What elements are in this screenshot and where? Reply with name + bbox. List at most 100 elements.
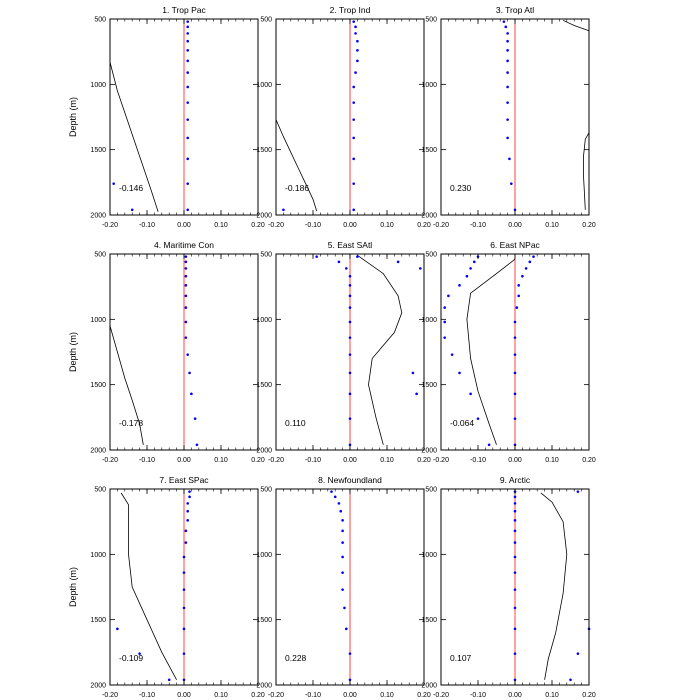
data-point bbox=[333, 495, 337, 499]
data-point bbox=[348, 392, 352, 396]
data-point bbox=[184, 529, 188, 533]
data-point bbox=[521, 274, 524, 278]
x-tick-label: 0.10 bbox=[545, 457, 559, 464]
x-tick-label: 0.00 bbox=[343, 222, 357, 229]
panel-stat: -0.146 bbox=[119, 183, 143, 193]
x-tick-label: -0.10 bbox=[305, 692, 321, 699]
profile-line bbox=[540, 492, 568, 680]
data-point bbox=[513, 678, 517, 682]
data-point bbox=[348, 320, 352, 324]
panel-3: -0.20 -0.10 0.00 0.10 0.20 500 1000 1500 2000 3. … bbox=[421, 5, 595, 229]
y-tick-label: 500 bbox=[425, 17, 437, 24]
x-tick-label: -0.10 bbox=[305, 222, 321, 229]
data-point bbox=[186, 39, 189, 43]
x-tick-label: 0.10 bbox=[214, 222, 228, 229]
data-point bbox=[506, 39, 509, 43]
data-point bbox=[352, 136, 356, 140]
data-point bbox=[476, 417, 480, 420]
data-point bbox=[510, 182, 513, 185]
data-point bbox=[186, 519, 189, 522]
data-point bbox=[186, 502, 189, 505]
x-tick-label: -0.20 bbox=[102, 457, 118, 464]
profile-line bbox=[109, 62, 159, 212]
data-point bbox=[341, 529, 344, 533]
data-point bbox=[348, 336, 352, 339]
data-point bbox=[506, 49, 509, 52]
y-tick-label: 2000 bbox=[90, 683, 106, 690]
data-point bbox=[513, 519, 517, 522]
data-point bbox=[167, 678, 171, 682]
data-point bbox=[513, 208, 517, 212]
y-tick-label: 1000 bbox=[90, 82, 106, 89]
data-point bbox=[186, 157, 189, 161]
data-point bbox=[341, 571, 344, 574]
data-point bbox=[348, 678, 352, 682]
data-point bbox=[186, 101, 189, 104]
x-tick-label: 0.20 bbox=[417, 222, 431, 229]
panel-title: 5. East SAtl bbox=[328, 240, 373, 250]
x-tick-label: 0.00 bbox=[343, 692, 357, 699]
y-axis-label: Depth (m) bbox=[68, 332, 78, 372]
panel-8: -0.20 -0.10 0.00 0.10 0.20 500 1000 1500 2000 8. … bbox=[256, 475, 430, 699]
data-point bbox=[352, 118, 356, 121]
data-point bbox=[517, 284, 520, 287]
data-point bbox=[513, 541, 517, 544]
panel-stat: 0.228 bbox=[285, 653, 307, 663]
y-tick-label: 2000 bbox=[421, 448, 437, 455]
x-tick-label: -0.20 bbox=[268, 222, 284, 229]
data-point bbox=[182, 555, 186, 559]
y-tick-label: 1500 bbox=[421, 147, 437, 154]
data-point bbox=[506, 32, 509, 35]
data-point bbox=[502, 20, 506, 23]
x-tick-label: -0.20 bbox=[102, 222, 118, 229]
y-tick-label: 1000 bbox=[90, 317, 106, 324]
data-point bbox=[419, 267, 422, 270]
profile-line bbox=[357, 254, 403, 445]
data-point bbox=[186, 59, 189, 63]
y-tick-label: 2000 bbox=[256, 213, 272, 220]
panel-stat: -0.109 bbox=[119, 653, 143, 663]
x-tick-label: -0.10 bbox=[470, 457, 486, 464]
data-point bbox=[513, 509, 517, 513]
data-point bbox=[186, 136, 189, 140]
data-point bbox=[337, 502, 341, 505]
y-tick-label: 2000 bbox=[256, 683, 272, 690]
data-point bbox=[513, 606, 517, 610]
data-point bbox=[315, 255, 319, 258]
y-tick-label: 1000 bbox=[90, 552, 106, 559]
panel-6: -0.20 -0.10 0.00 0.10 0.20 500 1000 1500 2000 6. … bbox=[421, 240, 595, 464]
data-point bbox=[506, 136, 509, 140]
data-point bbox=[186, 25, 189, 29]
panel-stat: 0.230 bbox=[450, 183, 472, 193]
data-point bbox=[184, 541, 188, 544]
y-tick-label: 1500 bbox=[90, 147, 106, 154]
data-point bbox=[356, 49, 359, 52]
panel-stat: 0.110 bbox=[285, 418, 306, 428]
data-point bbox=[528, 260, 532, 264]
data-point bbox=[182, 606, 186, 610]
panel-title: 6. East NPac bbox=[490, 240, 540, 250]
data-point bbox=[356, 59, 359, 63]
data-point bbox=[186, 20, 189, 23]
y-axis-label: Depth (m) bbox=[68, 567, 78, 607]
y-tick-label: 500 bbox=[260, 487, 272, 494]
data-point bbox=[130, 208, 134, 212]
y-tick-label: 1000 bbox=[256, 317, 272, 324]
x-tick-label: 0.00 bbox=[177, 692, 191, 699]
data-point bbox=[513, 555, 517, 559]
data-point bbox=[184, 320, 188, 324]
y-tick-label: 500 bbox=[260, 252, 272, 259]
data-point bbox=[443, 306, 447, 309]
data-point bbox=[343, 606, 346, 610]
data-point bbox=[513, 627, 517, 631]
data-point bbox=[348, 306, 352, 309]
data-point bbox=[182, 571, 186, 574]
profile-line bbox=[583, 132, 590, 210]
data-point bbox=[345, 267, 348, 270]
panel-4: -0.20 -0.10 0.00 0.10 0.20 500 1000 1500 2000 4. … bbox=[68, 240, 265, 464]
data-point bbox=[576, 490, 580, 493]
data-point bbox=[184, 274, 188, 278]
data-point bbox=[513, 353, 517, 356]
data-point bbox=[513, 443, 517, 447]
x-tick-label: -0.20 bbox=[433, 222, 449, 229]
